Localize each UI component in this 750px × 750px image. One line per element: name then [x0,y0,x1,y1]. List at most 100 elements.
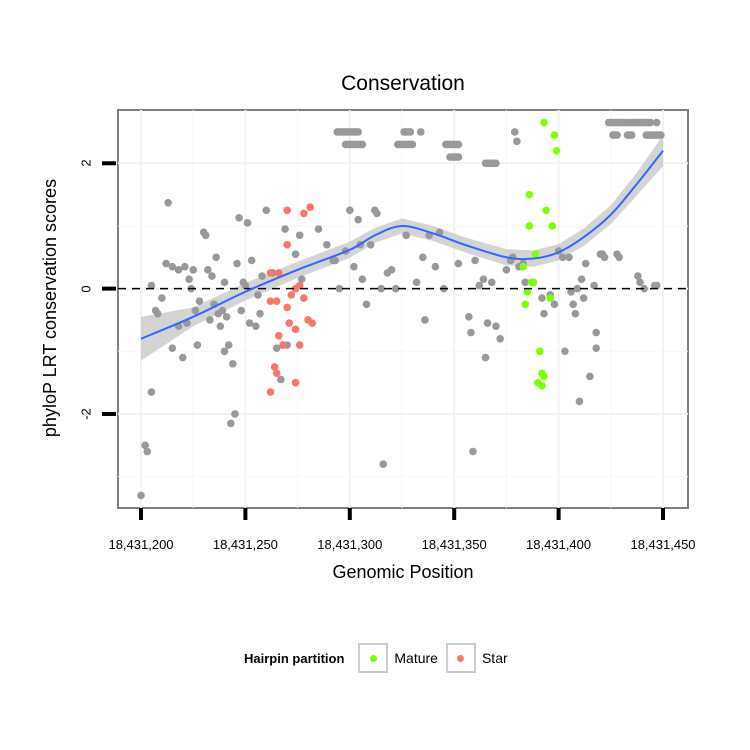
point-other [193,341,202,349]
point-star [275,331,283,340]
point-other [454,153,463,161]
point-star [272,369,281,378]
point-other [387,266,396,274]
point-other [220,278,229,287]
point-other [636,278,644,287]
point-other [600,253,609,262]
point-other [206,316,214,324]
point-other [137,491,145,500]
point-other [256,309,264,318]
legend-item-mature: Mature [358,643,438,673]
point-other [550,300,559,309]
point-other [467,328,475,337]
point-other [235,214,243,222]
point-other [226,419,235,428]
point-other [652,281,661,290]
point-other [561,347,569,356]
point-other [521,278,529,287]
point-star [295,341,304,349]
point-other [204,266,212,274]
point-other [575,397,584,406]
point-other [346,206,354,215]
point-other [191,306,200,315]
point-other [657,131,665,139]
point-other [481,353,490,362]
point-other [297,275,306,284]
point-other [379,460,388,468]
point-other [350,262,358,271]
point-other [158,294,166,302]
point-other [592,328,600,337]
point-other [262,206,271,215]
point-other [567,287,575,296]
point-other [366,240,375,249]
y-axis-label: phyloP LRT conservation scores [40,178,60,438]
point-other [272,344,281,352]
point-mature [531,250,540,258]
chart-title: Conservation [341,72,465,95]
x-axis-label: Genomic Position [332,562,474,582]
legend-label-mature: Mature [394,650,438,666]
point-other [640,284,649,293]
point-other [487,278,496,287]
point-other [483,319,492,327]
legend-label-star: Star [481,650,508,666]
point-star [300,294,308,302]
point-mature [540,118,548,127]
y-tick-label: 0 [78,285,94,293]
point-other [354,128,362,136]
point-other [212,253,220,262]
point-other [323,240,331,249]
point-other [513,137,521,146]
point-other [592,344,600,352]
point-other [558,253,567,262]
y-tick-label: 2 [78,159,94,167]
point-other [406,128,415,136]
point-star [272,297,281,305]
point-other [590,281,598,290]
point-other [492,159,500,168]
point-other [431,262,440,271]
legend-title: Hairpin partition [244,650,345,666]
point-other [479,275,488,284]
point-star [283,206,291,215]
point-other [569,300,578,309]
point-other [233,259,241,268]
point-star [283,303,291,312]
point-other [241,281,250,290]
point-star [300,209,308,218]
point-star [279,341,287,349]
legend: Hairpin partition Mature Star [244,640,516,676]
point-other [143,447,152,456]
point-other [475,281,484,290]
point-other [164,198,172,207]
point-other [469,447,477,456]
point-other [586,372,594,381]
point-mature [542,206,550,215]
point-other [652,118,661,127]
point-other [354,215,362,224]
point-mature [550,131,559,139]
point-other [220,347,229,356]
point-other [331,256,339,265]
point-other [174,266,183,274]
point-other [454,259,463,268]
point-other [224,341,233,349]
x-tick-label: 18,431,350 [421,537,487,552]
point-star [285,319,294,327]
point-other [208,272,216,280]
point-mature [523,287,532,296]
legend-dot-mature [369,654,377,662]
point-other [245,319,254,327]
point-other [573,284,582,293]
point-star [266,297,275,305]
point-other [162,259,170,268]
point-other [577,275,586,284]
point-other [565,253,573,262]
point-other [252,322,260,331]
point-other [147,388,156,396]
point-star [308,319,317,327]
point-other [627,131,636,139]
point-other [229,360,237,368]
